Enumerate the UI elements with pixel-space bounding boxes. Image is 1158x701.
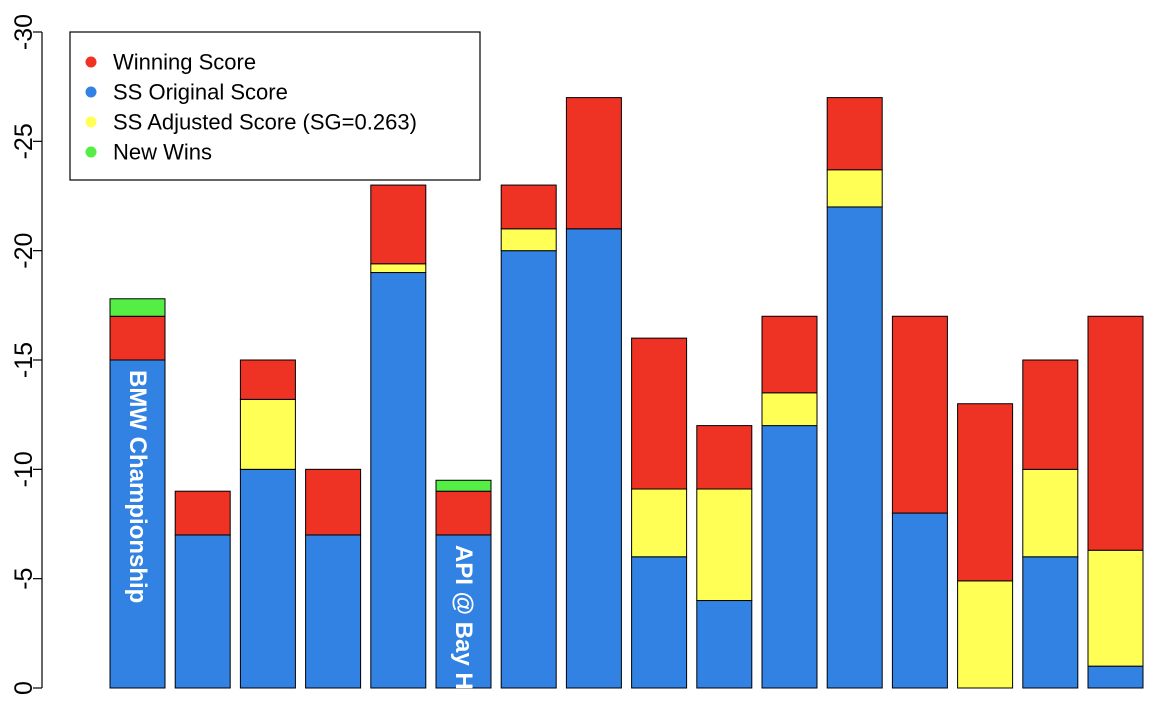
bar-original [435,534,492,689]
bar-adjusted [370,263,427,274]
y-tick-label: -20 [10,233,38,269]
bar-winning [435,490,492,536]
bar-stack [761,315,818,689]
bar-original [370,272,427,689]
bar-stack [565,97,622,689]
legend-label: Winning Score [113,50,256,75]
legend-label: SS Adjusted Score (SG=0.263) [113,110,417,135]
bar-original [631,556,688,689]
legend-label: SS Original Score [113,80,288,105]
bar-winning [957,403,1014,582]
bar-adjusted [957,580,1014,689]
bar-stack [239,359,296,689]
legend-marker [85,56,97,68]
legend-item: SS Adjusted Score (SG=0.263) [85,110,417,135]
bar-adjusted [696,488,753,602]
y-tick-label: -5 [10,568,38,590]
legend-box [69,31,481,181]
bar-winning [1087,315,1144,551]
y-tick-label: -15 [10,342,38,378]
bar-winning [631,337,688,490]
bar-original [696,600,753,689]
legend-item: Winning Score [85,50,256,75]
bar-original [565,228,622,689]
bar-stack [109,298,166,689]
legend: Winning Score SS Original Score SS Adjuste… [69,31,481,181]
bar-original [891,512,948,689]
bar-adjusted [239,398,296,470]
bar-original [500,250,557,689]
bar-stack [370,184,427,689]
bar-winning [305,468,362,536]
bar-winning [109,315,166,361]
bar-stack [435,479,492,689]
bar-winning [500,184,557,230]
bar-original [1022,556,1079,689]
y-tick-label: -25 [10,123,38,159]
bar-stack [826,97,883,689]
bar-adjusted [1087,549,1144,667]
bar-winning [891,315,948,514]
bar-new-win [435,479,492,492]
bars [109,97,1144,689]
y-tick-label: -10 [10,451,38,487]
y-tick-label: -30 [10,14,38,50]
bar-stack [305,468,362,689]
bar-adjusted [500,228,557,252]
bar-winning [174,490,231,536]
bar-original [1087,665,1144,689]
bar-original [239,468,296,689]
bar-original [761,425,818,689]
bar-winning [565,97,622,230]
bar-original [305,534,362,689]
legend-marker [85,146,97,158]
bar-stack [500,184,557,689]
bar-stack [891,315,948,689]
bar-original [109,359,166,689]
bar-adjusted [631,488,688,558]
bar-stack [957,403,1014,689]
bar-adjusted [826,169,883,208]
bar-stack [1022,359,1079,689]
bar-annotation: API @ Bay Hill [450,545,477,701]
legend-label: New Wins [113,140,212,165]
y-tick-label: 0 [10,681,38,695]
bar-new-win [109,298,166,317]
bar-original [826,206,883,689]
bar-annotation: BMW Championship [124,370,151,603]
bar-annotations: BMW Championship API @ Bay Hill [124,370,477,701]
bar-winning [370,184,427,265]
bar-winning [696,425,753,490]
y-axis: 0 -5 -10 -15 -20 -25 -30 [10,14,43,695]
bar-winning [826,97,883,171]
legend-item: New Wins [85,140,212,165]
bar-stack [1087,315,1144,689]
bar-winning [761,315,818,394]
bar-original [174,534,231,689]
bar-stack [174,490,231,689]
bar-winning [239,359,296,400]
bar-stack [631,337,688,689]
legend-marker [85,86,97,98]
legend-marker [85,116,97,128]
bar-winning [1022,359,1079,470]
bar-adjusted [761,392,818,427]
bar-adjusted [1022,468,1079,558]
legend-item: SS Original Score [85,80,288,105]
bar-stack [696,425,753,689]
